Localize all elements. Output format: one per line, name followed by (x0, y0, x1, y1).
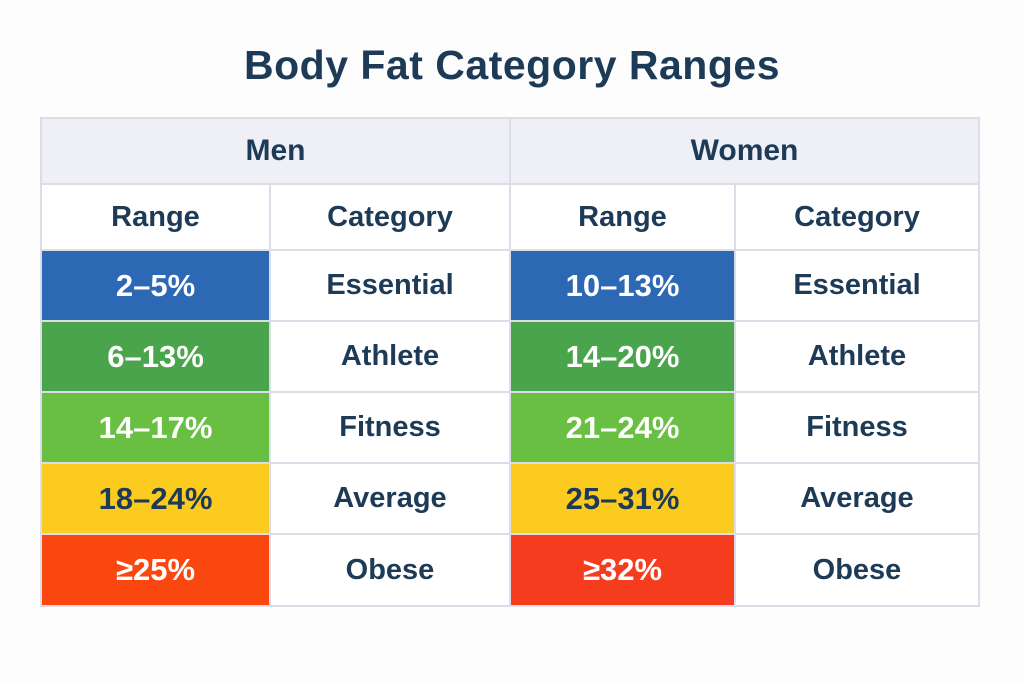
women-category-header: Category (736, 185, 978, 249)
men-range-average: 18–24% (42, 464, 269, 533)
women-category-average: Average (736, 464, 978, 533)
men-range-athlete: 6–13% (42, 322, 269, 391)
body-fat-table: Men Women Range Category Range Category … (40, 117, 980, 607)
column-group-women: Women (511, 119, 978, 183)
men-category-obese: Obese (271, 535, 509, 605)
men-category-fitness: Fitness (271, 393, 509, 462)
women-range-obese: ≥32% (511, 535, 734, 605)
men-category-essential: Essential (271, 251, 509, 320)
women-category-fitness: Fitness (736, 393, 978, 462)
men-range-header: Range (42, 185, 269, 249)
women-range-essential: 10–13% (511, 251, 734, 320)
men-range-fitness: 14–17% (42, 393, 269, 462)
men-range-obese: ≥25% (42, 535, 269, 605)
men-range-essential: 2–5% (42, 251, 269, 320)
women-range-header: Range (511, 185, 734, 249)
men-category-athlete: Athlete (271, 322, 509, 391)
women-category-essential: Essential (736, 251, 978, 320)
women-range-athlete: 14–20% (511, 322, 734, 391)
women-range-fitness: 21–24% (511, 393, 734, 462)
women-range-average: 25–31% (511, 464, 734, 533)
women-category-obese: Obese (736, 535, 978, 605)
men-category-average: Average (271, 464, 509, 533)
column-group-men: Men (42, 119, 509, 183)
women-category-athlete: Athlete (736, 322, 978, 391)
page-title: Body Fat Category Ranges (244, 42, 780, 88)
men-category-header: Category (271, 185, 509, 249)
